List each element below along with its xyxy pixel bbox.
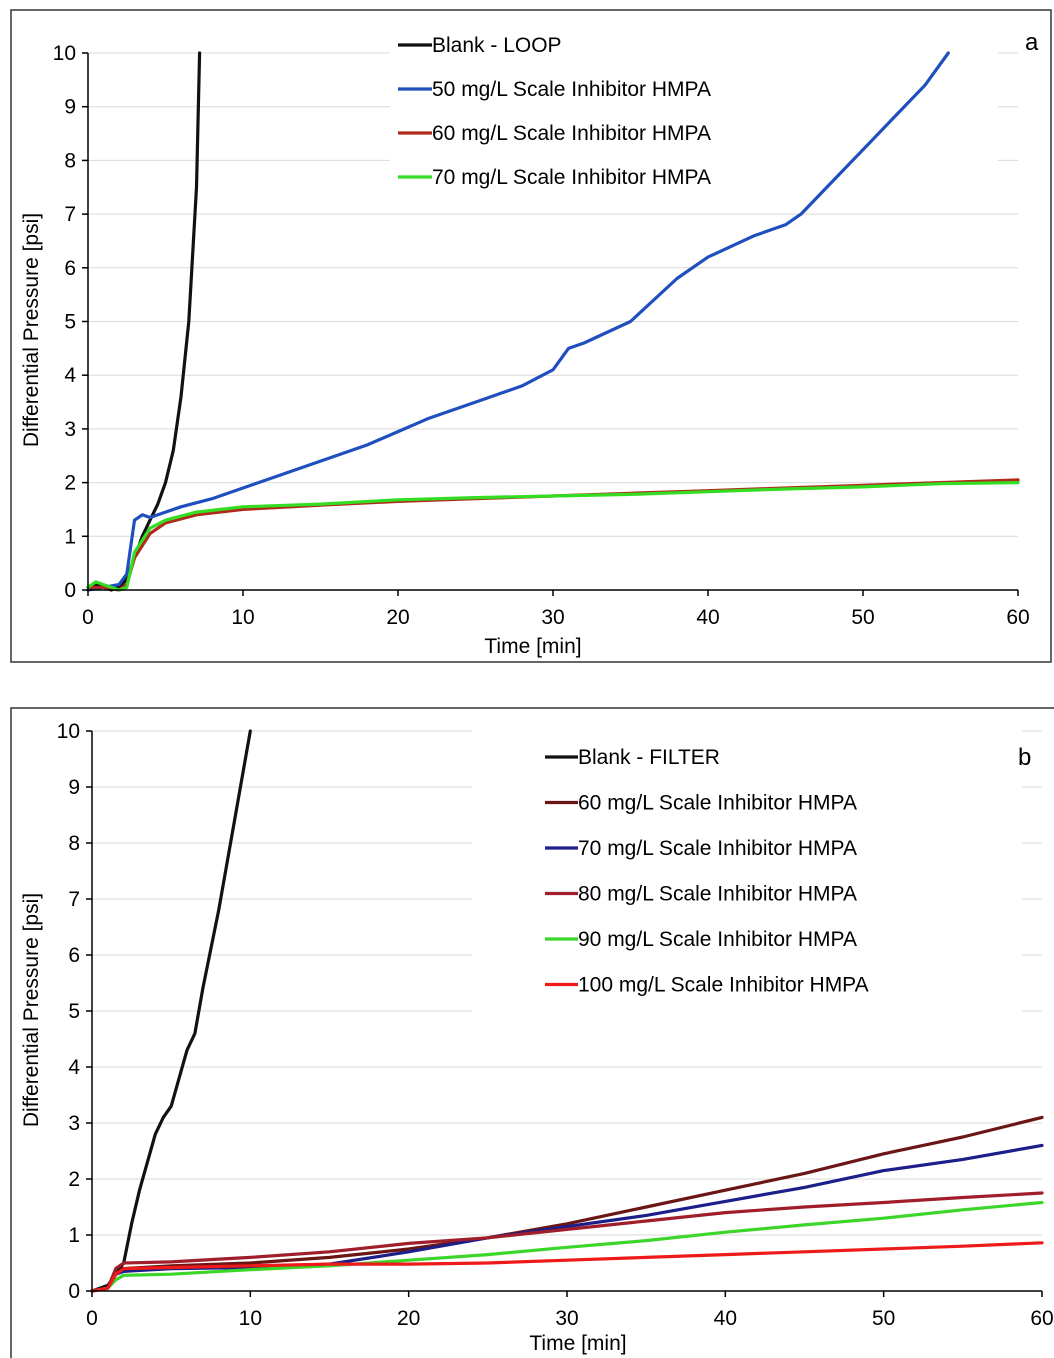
panel-a-y-tick-label-4: 4 (64, 364, 76, 387)
panel-b-y-tick-label-10: 10 (57, 720, 80, 743)
panel-a-y-tick-label-0: 0 (64, 579, 76, 602)
panel-a-y-tick-label-7: 7 (64, 203, 76, 226)
panel-a-x-tick-label-40: 40 (696, 606, 719, 629)
panel-b-y-tick-label-7: 7 (68, 888, 80, 911)
panel-a-y-tick-label-1: 1 (64, 525, 76, 548)
panel-b-tick-labels: 0 1 2 3 4 5 6 7 8 9 10 0 10 20 30 40 50 60 (57, 720, 1054, 1330)
panel-a-x-tick-label-0: 0 (82, 606, 94, 629)
panel-a-y-tick-label-2: 2 (64, 472, 76, 495)
panel-a-legend-label-1: Blank - LOOP (432, 34, 562, 57)
panel-a: Blank - LOOP 50 mg/L Scale Inhibitor HMPA… (10, 9, 1052, 663)
panel-b-x-tick-label-30: 30 (555, 1307, 578, 1330)
panel-b-x-tick-label-0: 0 (86, 1307, 98, 1330)
panel-b-y-tick-label-8: 8 (68, 832, 80, 855)
panel-a-y-tick-label-10: 10 (53, 42, 76, 65)
panel-a-y-axis-label: Differential Pressure [psi] (20, 213, 43, 447)
panel-b-letter: b (1018, 744, 1031, 771)
panel-b-y-tick-label-9: 9 (68, 776, 80, 799)
panel-b-y-tick-label-4: 4 (68, 1056, 80, 1079)
panel-a-gridlines (88, 52, 1018, 537)
panel-b-legend-label-4: 80 mg/L Scale Inhibitor HMPA (578, 883, 857, 906)
panel-b-y-tick-label-2: 2 (68, 1168, 80, 1191)
panel-b-y-tick-label-1: 1 (68, 1224, 80, 1247)
panel-b-axes (86, 730, 1043, 1297)
panel-b-y-tick-label-3: 3 (68, 1112, 80, 1135)
panel-b-x-tick-label-60: 60 (1030, 1307, 1053, 1330)
panel-a-axes (82, 52, 1019, 596)
panel-b-x-tick-label-20: 20 (397, 1307, 420, 1330)
panel-a-x-tick-label-20: 20 (386, 606, 409, 629)
panel-b-legend-label-2: 60 mg/L Scale Inhibitor HMPA (578, 792, 857, 815)
panel-a-y-tick-label-3: 3 (64, 418, 76, 441)
panel-b-legend-label-3: 70 mg/L Scale Inhibitor HMPA (578, 837, 857, 860)
panel-b-x-tick-label-10: 10 (239, 1307, 262, 1330)
panel-a-x-tick-label-60: 60 (1006, 606, 1029, 629)
panel-a-legend: Blank - LOOP 50 mg/L Scale Inhibitor HMPA… (398, 34, 711, 189)
panel-b-y-axis-label: Differential Pressure [psi] (20, 893, 43, 1127)
panel-a-y-tick-label-6: 6 (64, 257, 76, 280)
panel-a-x-tick-label-50: 50 (851, 606, 874, 629)
panel-a-series-line-2 (86, 51, 950, 592)
panel-b-y-tick-label-6: 6 (68, 944, 80, 967)
panel-b: Blank - FILTER 60 mg/L Scale Inhibitor HM… (10, 707, 1054, 1358)
panel-b-legend-label-1: Blank - FILTER (578, 746, 720, 769)
panel-b-series (90, 729, 1044, 1293)
panel-a-tick-labels: 0 1 2 3 4 5 6 7 8 9 10 0 10 20 30 40 50 60 (53, 42, 1030, 629)
panel-a-x-tick-label-30: 30 (541, 606, 564, 629)
panel-b-x-axis-label: Time [min] (529, 1332, 626, 1355)
panel-b-gridlines (92, 730, 1042, 1236)
panel-b-series-line-5 (90, 1200, 1044, 1293)
panel-a-frame (10, 9, 1052, 663)
panel-b-legend-label-6: 100 mg/L Scale Inhibitor HMPA (578, 974, 869, 997)
panel-a-x-tick-label-10: 10 (231, 606, 254, 629)
panel-b-x-tick-label-40: 40 (714, 1307, 737, 1330)
panel-a-x-axis-label: Time [min] (484, 635, 581, 658)
panel-a-legend-label-2: 50 mg/L Scale Inhibitor HMPA (432, 78, 711, 101)
panel-b-series-line-6 (90, 1241, 1044, 1293)
panel-b-x-tick-label-50: 50 (872, 1307, 895, 1330)
panel-b-y-tick-label-0: 0 (68, 1280, 80, 1303)
panel-a-y-tick-label-8: 8 (64, 149, 76, 172)
panel-a-legend-label-3: 60 mg/L Scale Inhibitor HMPA (432, 122, 711, 145)
panel-b-legend-label-5: 90 mg/L Scale Inhibitor HMPA (578, 928, 857, 951)
panel-b-y-tick-label-5: 5 (68, 1000, 80, 1023)
panel-a-letter: a (1025, 29, 1039, 56)
panel-a-legend-label-4: 70 mg/L Scale Inhibitor HMPA (432, 166, 711, 189)
panel-b-series-line-4 (90, 1191, 1044, 1293)
panel-a-y-tick-label-9: 9 (64, 96, 76, 119)
panel-b-legend: Blank - FILTER 60 mg/L Scale Inhibitor HM… (545, 746, 869, 997)
panel-a-y-tick-label-5: 5 (64, 311, 76, 334)
